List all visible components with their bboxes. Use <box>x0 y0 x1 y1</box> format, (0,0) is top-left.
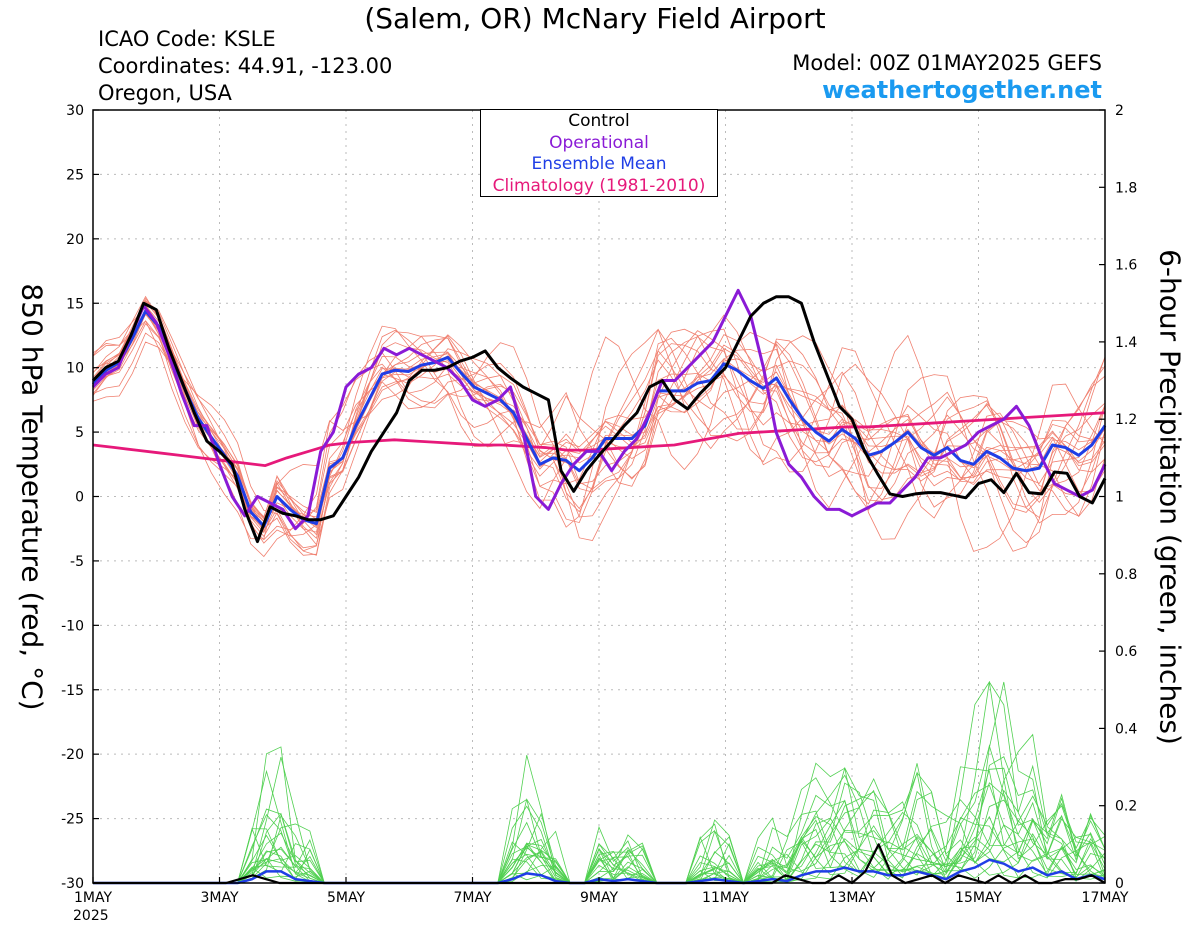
left-tick-label: -10 <box>61 618 84 634</box>
x-tick-label: 15MAY <box>955 890 1002 906</box>
y-axis-label-right: 6-hour Precipitation (green, inches) <box>1153 249 1187 745</box>
site-url[interactable]: weathertogether.net <box>822 76 1102 104</box>
right-tick-label: 0.6 <box>1115 644 1137 660</box>
left-tick-label: 20 <box>66 232 84 248</box>
x-tick-label: 3MAY <box>200 890 238 906</box>
left-tick-label: -25 <box>61 812 84 828</box>
right-tick-label: 1.6 <box>1115 258 1137 274</box>
legend-entry-control: Control <box>568 111 630 131</box>
ensemble-mean-line <box>91 309 1107 528</box>
temperature-member-line <box>92 323 1106 533</box>
x-tick-label: 1MAY <box>74 890 112 906</box>
right-tick-label: 0.8 <box>1115 567 1137 583</box>
precipitation-member-line <box>93 766 1106 884</box>
left-tick-label: -30 <box>61 876 84 892</box>
temperature-member-line <box>92 299 1106 558</box>
grid-lines <box>93 110 1105 883</box>
left-tick-label: -20 <box>61 747 84 763</box>
legend-entry-ensemble-mean: Ensemble Mean <box>531 154 667 174</box>
precipitation-member-line <box>93 801 1106 884</box>
left-tick-label: 10 <box>66 361 84 377</box>
x-tick-label: 17MAY <box>1082 890 1129 906</box>
coordinates: Coordinates: 44.91, -123.00 <box>98 54 393 78</box>
legend: Control Operational Ensemble Mean Climat… <box>480 109 718 197</box>
right-tick-label: 1.8 <box>1115 180 1137 196</box>
x-tick-label: 11MAY <box>702 890 749 906</box>
right-tick-label: 1 <box>1115 490 1124 506</box>
precipitation-member-line <box>93 767 1106 884</box>
right-tick-label: 1.2 <box>1115 412 1137 428</box>
right-tick-label: 0 <box>1115 876 1124 892</box>
right-tick-label: 2 <box>1115 103 1124 119</box>
x-axis-ticks: 1MAY 2025 3MAY 5MAY 7MAY 9MAY 11MAY 13MAY 15MAY 1… <box>73 877 1129 924</box>
x-tick-label: 5MAY <box>327 890 365 906</box>
x-tick-label: 7MAY <box>453 890 491 906</box>
x-tick-label: 9MAY <box>580 890 618 906</box>
region: Oregon, USA <box>98 81 232 105</box>
temperature-member-line <box>92 313 1106 527</box>
operational-line <box>91 288 1107 531</box>
temperature-member-line <box>92 300 1106 544</box>
temperature-member-line <box>92 312 1106 523</box>
x-tick-year-label: 2025 <box>73 908 109 924</box>
temperature-member-line <box>92 335 1106 552</box>
left-tick-label: 25 <box>66 167 84 183</box>
precipitation-member-line <box>93 681 1106 884</box>
precipitation-member-line <box>93 733 1106 884</box>
control-line <box>91 295 1107 544</box>
model-run: Model: 00Z 01MAY2025 GEFS <box>792 51 1102 75</box>
left-axis-ticks: 30 25 20 15 10 5 0 -5 -10 -15 -20 -25 -30 <box>61 103 99 892</box>
legend-entry-climatology: Climatology (1981-2010) <box>492 175 706 196</box>
left-tick-label: 30 <box>66 103 84 119</box>
chart-title: (Salem, OR) McNary Field Airport <box>364 2 826 35</box>
left-tick-label: 5 <box>75 425 84 441</box>
icao-code: ICAO Code: KSLE <box>98 27 276 51</box>
precipitation-member-line <box>93 782 1106 884</box>
x-tick-label: 13MAY <box>829 890 876 906</box>
left-tick-label: 15 <box>66 296 84 312</box>
right-tick-label: 1.4 <box>1115 335 1137 351</box>
right-tick-label: 0.4 <box>1115 721 1137 737</box>
precipitation-ensemble-members <box>93 680 1106 884</box>
left-tick-label: -15 <box>61 683 84 699</box>
right-tick-label: 0.2 <box>1115 799 1137 815</box>
right-axis-ticks: 2 1.8 1.6 1.4 1.2 1 0.8 0.6 0.4 0.2 0 <box>1099 103 1137 892</box>
temperature-member-line <box>92 320 1106 544</box>
y-axis-label-left: 850 hPa Temperature (red, °C) <box>15 283 49 711</box>
left-tick-label: -5 <box>70 554 84 570</box>
precipitation-member-line <box>93 766 1106 884</box>
legend-entry-operational: Operational <box>549 132 649 153</box>
left-tick-label: 0 <box>75 490 84 506</box>
